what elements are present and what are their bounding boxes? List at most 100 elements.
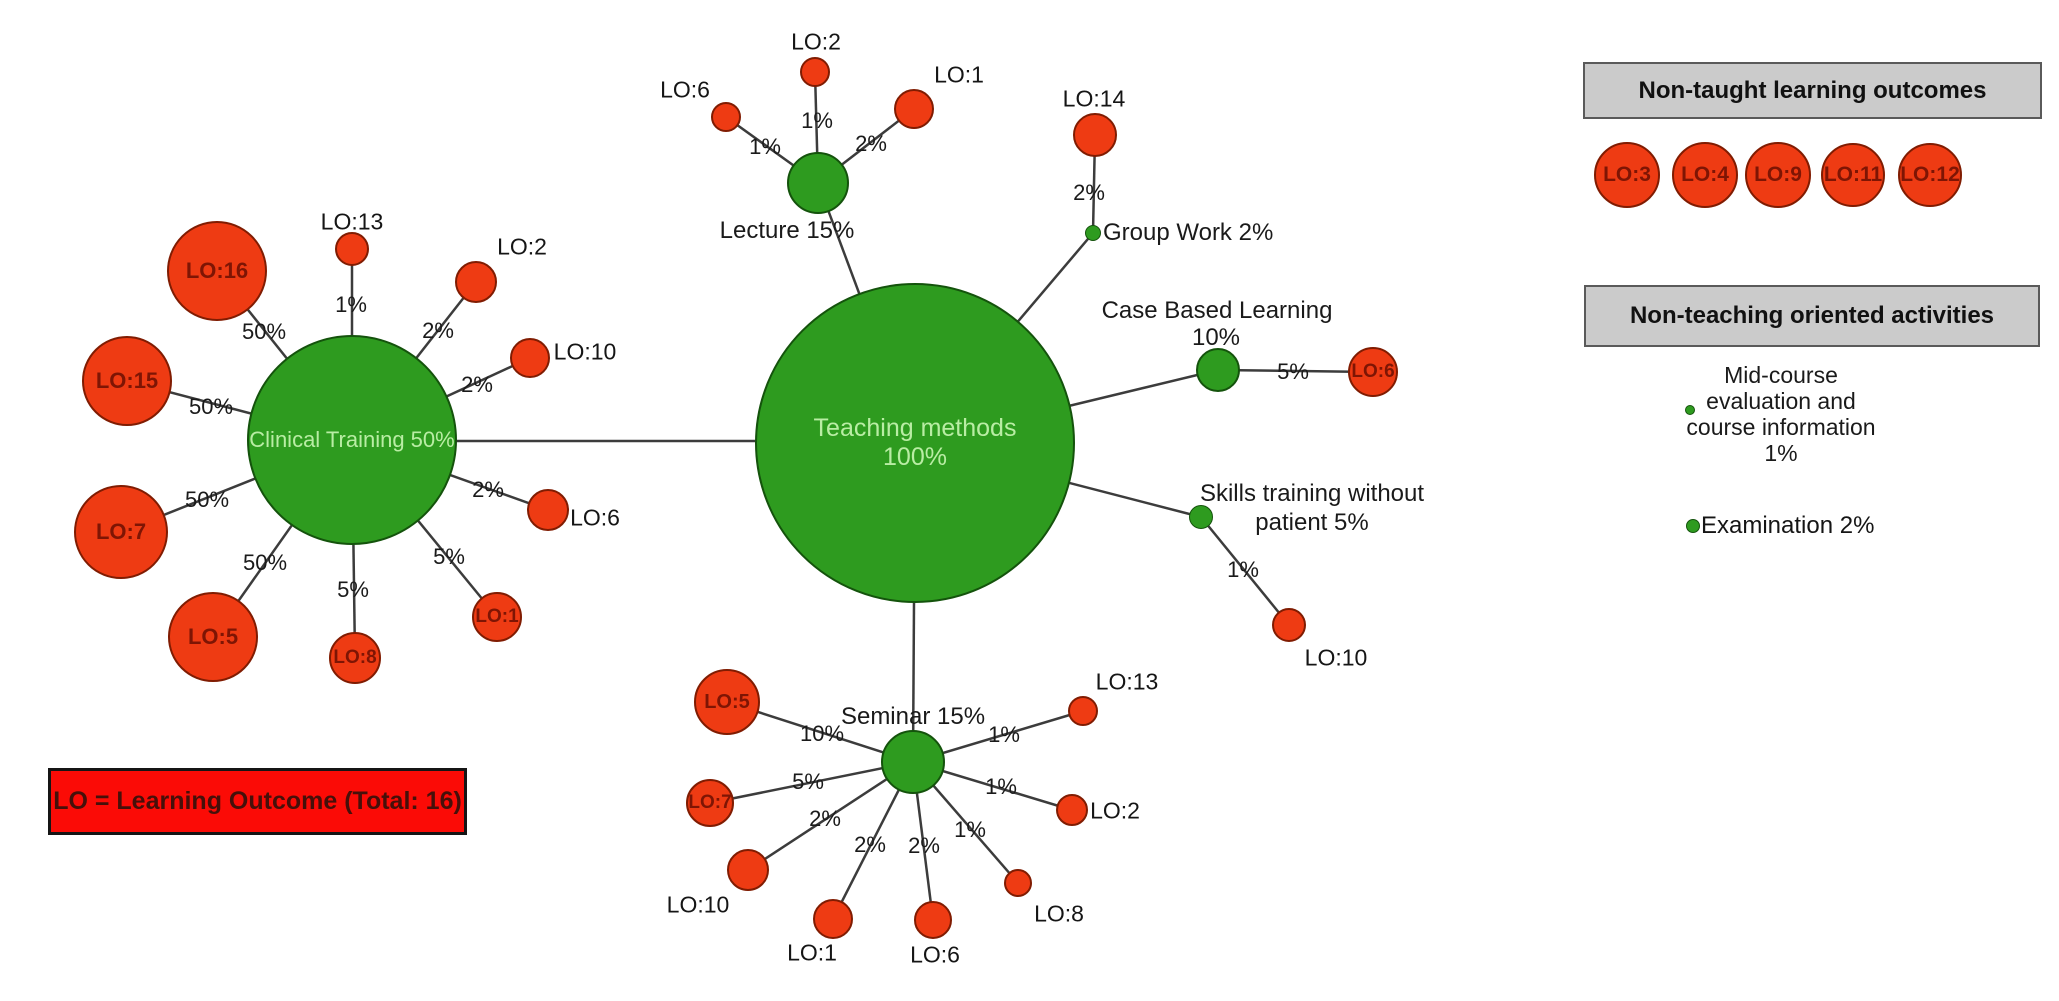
pct-groupwork-lo14: 2% [1073, 180, 1105, 205]
non-teaching-header: Non-teaching oriented activities [1584, 285, 2040, 347]
legend-text: LO = Learning Outcome (Total: 16) [53, 787, 462, 815]
pct-clinical-lo8: 5% [337, 577, 369, 602]
node-clinical-lo16: LO:16 [167, 221, 267, 321]
pct-clinical-lo5: 50% [242, 550, 288, 575]
node-nontaught-lo4: LO:4 [1672, 142, 1738, 208]
node-skills-lo10 [1272, 608, 1306, 642]
seminar-lo1-name: LO:1 [787, 939, 837, 966]
nontaught-lo9-label: LO:9 [1754, 163, 1802, 186]
pct-seminar-lo13: 1% [988, 722, 1020, 747]
midcourse-dot [1685, 405, 1695, 415]
clinical-lo10-name: LO:10 [553, 338, 617, 365]
examination-dot [1686, 519, 1700, 533]
node-seminar-lo8 [1004, 869, 1032, 897]
node-clinical-lo7: LO:7 [74, 485, 168, 579]
clinical-lo8-label: LO:8 [333, 647, 377, 668]
node-teaching-methods: Teaching methods 100% [755, 283, 1075, 603]
pct-casebased-lo6: 5% [1277, 359, 1309, 384]
clinical-training-caption: Clinical Training 50% [249, 427, 455, 453]
clinical-lo7-label: LO:7 [95, 519, 147, 544]
node-skills-training [1189, 505, 1213, 529]
node-clinical-lo8: LO:8 [329, 632, 381, 684]
pct-seminar-lo10: 2% [809, 806, 841, 831]
examination-label: Examination 2% [1701, 512, 1875, 539]
legend-box: LO = Learning Outcome (Total: 16) [48, 768, 467, 835]
node-nontaught-lo11: LO:11 [1821, 143, 1885, 207]
node-seminar-lo13 [1068, 696, 1098, 726]
seminar-caption: Seminar 15% [840, 703, 986, 730]
midcourse-line2: evaluation and [1706, 388, 1856, 414]
skills-caption-line1: Skills training without [1199, 480, 1425, 507]
seminar-lo8-name: LO:8 [1034, 900, 1084, 927]
pct-clinical-lo16: 50% [241, 319, 287, 344]
node-clinical-lo5: LO:5 [168, 592, 258, 682]
pct-seminar-lo7: 5% [792, 769, 824, 794]
pct-clinical-lo15: 50% [188, 394, 234, 419]
lecture-lo6-name: LO:6 [660, 76, 710, 103]
clinical-lo13-name: LO:13 [320, 208, 384, 235]
node-lecture-lo1 [894, 89, 934, 129]
non-taught-title: Non-taught learning outcomes [1638, 76, 1987, 104]
teaching-methods-caption: Teaching methods 100% [814, 414, 1017, 473]
node-seminar [881, 730, 945, 794]
pct-seminar-lo8: 1% [954, 817, 986, 842]
node-lecture [787, 152, 849, 214]
node-seminar-lo10 [727, 849, 769, 891]
seminar-lo6-name: LO:6 [910, 941, 960, 968]
node-seminar-lo2 [1056, 794, 1088, 826]
clinical-lo1-label: LO:1 [475, 606, 519, 627]
clinical-lo16-label: LO:16 [185, 258, 249, 283]
node-casebased-lo6: LO:6 [1348, 347, 1398, 397]
midcourse-text: Mid-course evaluation and course informa… [1686, 362, 1875, 466]
edge-seminar-lo10 [747, 760, 914, 872]
pct-clinical-lo10: 2% [461, 372, 493, 397]
clinical-lo6-name: LO:6 [570, 504, 620, 531]
midcourse-line3: course information [1686, 414, 1876, 440]
seminar-lo5-label: LO:5 [704, 690, 750, 713]
node-clinical-training: Clinical Training 50% [247, 335, 457, 545]
non-teaching-title: Non-teaching oriented activities [1629, 302, 1995, 329]
teaching-methods-line1: Teaching methods [813, 413, 1017, 442]
seminar-lo2-name: LO:2 [1090, 797, 1140, 824]
lecture-lo2-name: LO:2 [791, 28, 841, 55]
pct-seminar-lo2: 1% [985, 774, 1017, 799]
pct-seminar-lo1: 2% [854, 832, 886, 857]
skills-caption-line2: patient 5% [1255, 509, 1369, 536]
clinical-lo2-name: LO:2 [497, 233, 547, 260]
groupwork-caption: Group Work 2% [1103, 219, 1274, 246]
node-lecture-lo6 [711, 102, 741, 132]
edge-casebased-lo6 [1217, 368, 1374, 374]
pct-clinical-lo7: 50% [184, 487, 230, 512]
nontaught-lo4-label: LO:4 [1681, 163, 1729, 186]
node-seminar-lo1 [813, 899, 853, 939]
seminar-lo13-name: LO:13 [1095, 668, 1159, 695]
pct-lecture-lo1: 2% [855, 131, 887, 156]
node-clinical-lo10 [510, 338, 550, 378]
pct-clinical-lo13: 1% [335, 292, 367, 317]
node-clinical-lo2 [455, 261, 497, 303]
clinical-lo15-label: LO:15 [95, 368, 159, 393]
node-seminar-lo7: LO:7 [686, 779, 734, 827]
lecture-lo1-name: LO:1 [934, 61, 984, 88]
pct-lecture-lo6: 1% [749, 134, 781, 159]
teaching-methods-line2: 100% [883, 443, 947, 471]
node-case-based-learning [1196, 348, 1240, 392]
casebased-lo6-label: LO:6 [1351, 361, 1395, 382]
node-clinical-lo13 [335, 232, 369, 266]
edge-seminar-lo7 [709, 760, 914, 805]
pct-skills-lo10: 1% [1227, 557, 1259, 582]
node-groupwork-lo14 [1073, 113, 1117, 157]
edge-skills-lo10 [1200, 516, 1290, 626]
midcourse-line4: 1% [1764, 440, 1798, 466]
casebased-caption-line1: Case Based Learning [1101, 297, 1333, 324]
casebased-caption-line2: 10% [1191, 324, 1241, 351]
node-nontaught-lo3: LO:3 [1594, 142, 1660, 208]
nontaught-lo11-label: LO:11 [1823, 163, 1883, 186]
node-clinical-lo1: LO:1 [472, 592, 522, 642]
pct-clinical-lo1: 5% [433, 544, 465, 569]
clinical-lo5-label: LO:5 [187, 624, 239, 649]
midcourse-line1: Mid-course [1724, 362, 1838, 388]
node-nontaught-lo9: LO:9 [1745, 142, 1811, 208]
pct-clinical-lo6: 2% [472, 477, 504, 502]
